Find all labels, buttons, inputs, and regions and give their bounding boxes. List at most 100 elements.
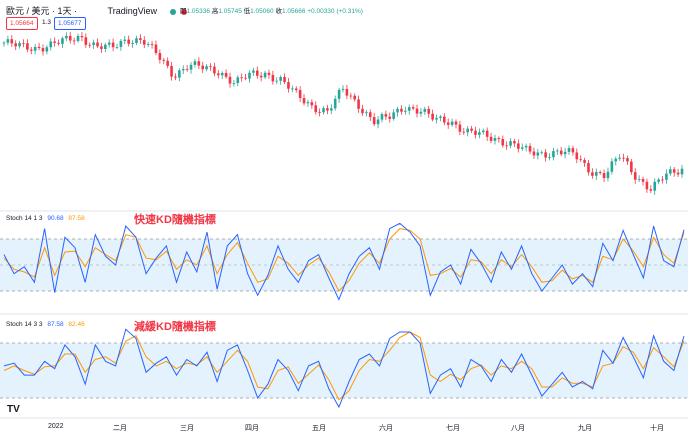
candle-body: [567, 148, 571, 152]
candle-body: [294, 88, 298, 91]
low-label: 低: [243, 8, 251, 15]
time-axis-label: 2022: [48, 423, 64, 430]
symbol-title[interactable]: 歐元 / 美元 · 1天 ·: [6, 6, 78, 16]
candle-body: [392, 112, 395, 119]
candle-body: [357, 99, 360, 109]
time-axis-label: 六月: [379, 425, 393, 432]
candle-body: [657, 179, 660, 182]
candle-body: [462, 131, 466, 133]
candle-body: [135, 38, 138, 43]
candle-body: [181, 68, 185, 71]
candle-body: [415, 108, 419, 114]
candle-body: [10, 39, 14, 44]
candle-body: [380, 114, 384, 120]
candle-body: [614, 158, 618, 162]
candle-body: [326, 108, 329, 111]
candle-body: [107, 42, 111, 45]
candle-body: [220, 72, 224, 76]
candle-body: [18, 43, 21, 47]
candle-body: [111, 42, 115, 48]
change-value: +0.00330 (+0.31%): [307, 8, 363, 15]
sell-button[interactable]: 1.05664: [6, 17, 38, 30]
candle-body: [443, 116, 446, 123]
candle-body: [72, 40, 76, 42]
candle-body: [53, 41, 56, 43]
candle-body: [341, 88, 345, 90]
candle-body: [645, 181, 649, 190]
candle-body: [513, 141, 516, 144]
candle-body: [630, 161, 633, 173]
candle-body: [532, 151, 536, 156]
candle-body: [68, 35, 72, 41]
candle-body: [49, 41, 53, 48]
candle-body: [178, 70, 181, 78]
candle-body: [485, 130, 489, 137]
candle-body: [41, 48, 45, 52]
candle-body: [267, 72, 271, 75]
candle-body: [232, 82, 236, 84]
candle-body: [146, 44, 150, 45]
candle-body: [466, 128, 469, 133]
candle-body: [271, 74, 275, 82]
candle-body: [345, 88, 349, 96]
candle-body: [349, 95, 353, 97]
candle-body: [649, 189, 653, 191]
candle-body: [2, 42, 6, 44]
candle-body: [287, 82, 290, 89]
candle-body: [669, 169, 672, 174]
candle-body: [637, 178, 641, 180]
candle-body: [131, 42, 134, 44]
candle-body: [115, 46, 119, 48]
slow-kd-legend[interactable]: Stoch 14 3 3 87.58 82.46: [6, 321, 85, 328]
buy-button[interactable]: 1.05677: [54, 17, 86, 30]
candle-body: [509, 141, 512, 146]
candle-body: [255, 70, 259, 76]
candle-body: [80, 36, 84, 38]
time-axis-label: 十月: [650, 425, 664, 432]
symbol-header[interactable]: 歐元 / 美元 · 1天 · TradingView: [6, 4, 188, 17]
candle-body: [139, 38, 142, 41]
time-axis-label: 二月: [113, 425, 127, 432]
tradingview-logo-icon[interactable]: TV: [7, 404, 20, 415]
high-label: 高: [211, 8, 219, 15]
slow-kd-name: Stoch: [6, 321, 23, 328]
candle-body: [123, 39, 127, 41]
market-open-dot-icon: [169, 8, 176, 15]
candle-body: [676, 172, 680, 175]
open-value: 1.05336: [186, 8, 211, 15]
candle-body: [201, 65, 205, 70]
fast-kd-legend[interactable]: Stoch 14 1 3 90.68 87.58: [6, 215, 85, 222]
candle-body: [100, 46, 103, 49]
candle-body: [454, 121, 458, 125]
fast-kd-params: 14 1 3: [24, 215, 43, 222]
candle-body: [310, 102, 314, 106]
slow-kd-k-value: 87.58: [47, 321, 64, 328]
candle-body: [318, 112, 321, 113]
candle-body: [680, 168, 684, 175]
candle-body: [322, 108, 325, 113]
candle-body: [154, 44, 158, 53]
candle-body: [92, 42, 95, 45]
candle-body: [517, 143, 520, 149]
candle-body: [606, 171, 610, 179]
candle-body: [540, 152, 544, 154]
slow-kd-params: 14 3 3: [24, 321, 43, 328]
candle-body: [610, 161, 614, 172]
candlestick-series: [2, 31, 684, 195]
candle-body: [661, 179, 664, 181]
candle-body: [388, 116, 392, 119]
candle-body: [29, 49, 33, 51]
candle-body: [665, 173, 668, 180]
candle-body: [481, 130, 485, 133]
candle-body: [505, 145, 508, 147]
candle-body: [224, 72, 228, 77]
slow-kd-d-value: 82.46: [68, 321, 85, 328]
candle-body: [365, 112, 368, 114]
candle-body: [583, 160, 586, 163]
candle-body: [330, 108, 333, 111]
candle-body: [493, 138, 497, 141]
candle-body: [559, 150, 563, 155]
candle-body: [302, 98, 306, 104]
candle-body: [501, 139, 505, 146]
